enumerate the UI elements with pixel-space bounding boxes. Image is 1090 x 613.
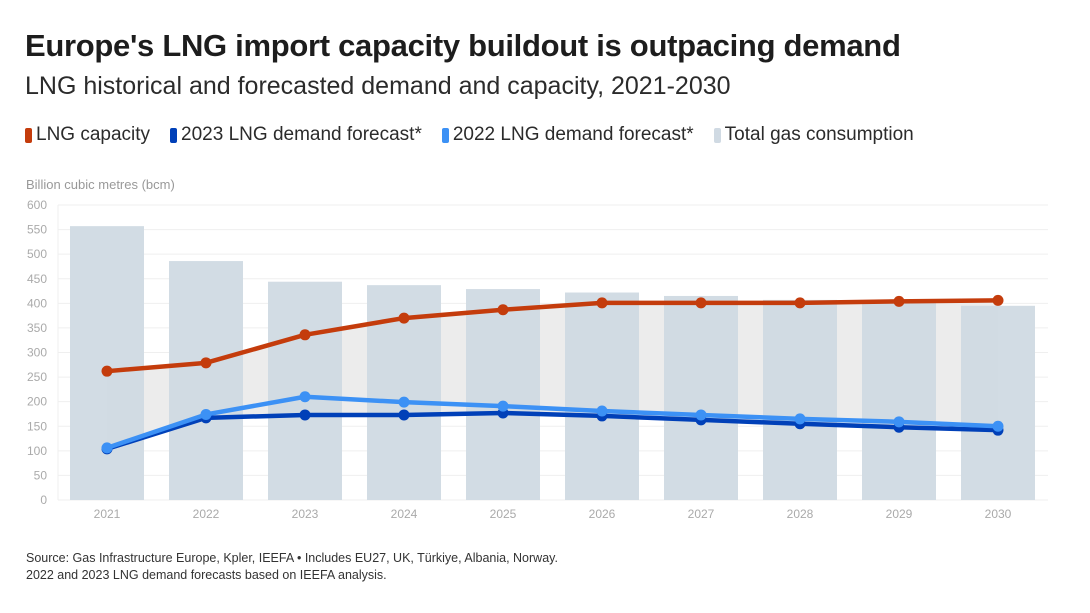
y-tick-label: 450	[27, 272, 47, 286]
point-lng-capacity	[200, 357, 212, 369]
y-tick-label: 50	[34, 468, 48, 482]
y-tick-label: 300	[27, 346, 47, 360]
line-2022-lng-demand-forecast	[104, 394, 1001, 451]
x-tick-label: 2025	[490, 507, 517, 521]
point-2022-lng-demand-forecast	[596, 405, 608, 417]
point-lng-capacity	[299, 329, 311, 341]
legend-item-2022-forecast[interactable]: 2022 LNG demand forecast*	[441, 124, 694, 146]
bar-total-gas-consumption	[862, 302, 936, 500]
x-tick-label: 2027	[688, 507, 715, 521]
legend-label: 2022 LNG demand forecast*	[452, 124, 694, 145]
bar-total-gas-consumption	[565, 292, 639, 500]
point-2022-lng-demand-forecast	[299, 391, 311, 403]
y-tick-label: 600	[27, 198, 47, 212]
x-tick-label: 2030	[985, 507, 1012, 521]
y-tick-label: 500	[27, 247, 47, 261]
legend-label: Total gas consumption	[724, 124, 914, 145]
point-2023-lng-demand-forecast	[299, 409, 311, 421]
point-2022-lng-demand-forecast	[200, 408, 212, 420]
source-note: Source: Gas Infrastructure Europe, Kpler…	[26, 551, 558, 565]
point-lng-capacity	[101, 365, 113, 377]
footer: Source: Gas Infrastructure Europe, Kpler…	[26, 550, 558, 584]
y-tick-label: 150	[27, 419, 47, 433]
bar-total-gas-consumption	[268, 281, 342, 500]
point-2022-lng-demand-forecast	[497, 400, 509, 412]
point-lng-capacity	[596, 297, 608, 309]
point-2022-lng-demand-forecast	[992, 420, 1004, 432]
point-2022-lng-demand-forecast	[101, 442, 113, 454]
y-tick-label: 400	[27, 296, 47, 310]
bar-total-gas-consumption	[763, 299, 837, 500]
y-tick-label: 100	[27, 444, 47, 458]
point-lng-capacity	[992, 294, 1004, 306]
legend-swatch-icon	[713, 127, 721, 143]
forecast-note: 2022 and 2023 LNG demand forecasts based…	[26, 568, 387, 582]
legend-swatch-icon	[170, 127, 178, 143]
legend-swatch-icon	[25, 127, 32, 143]
bar-total-gas-consumption	[466, 289, 540, 500]
x-tick-label: 2024	[391, 507, 418, 521]
point-lng-capacity	[497, 304, 509, 316]
bar-total-gas-consumption	[169, 261, 243, 500]
point-lng-capacity	[695, 297, 707, 309]
x-tick-label: 2022	[193, 507, 220, 521]
x-tick-label: 2026	[589, 507, 616, 521]
point-2022-lng-demand-forecast	[893, 416, 905, 428]
point-2022-lng-demand-forecast	[398, 396, 410, 408]
y-tick-label: 550	[27, 223, 47, 237]
y-axis-label: Billion cubic metres (bcm)	[26, 177, 175, 192]
point-2022-lng-demand-forecast	[695, 409, 707, 421]
chart-title: Europe's LNG import capacity buildout is…	[25, 28, 901, 63]
point-lng-capacity	[794, 297, 806, 309]
point-lng-capacity	[893, 295, 905, 307]
legend-item-2023-forecast[interactable]: 2023 LNG demand forecast*	[170, 124, 422, 146]
y-tick-label: 250	[27, 370, 47, 384]
legend-item-lng-capacity[interactable]: LNG capacity	[25, 124, 150, 146]
x-tick-label: 2029	[886, 507, 913, 521]
point-2023-lng-demand-forecast	[398, 409, 410, 421]
x-tick-label: 2028	[787, 507, 814, 521]
bar-total-gas-consumption	[664, 295, 738, 500]
legend-label: LNG capacity	[36, 124, 151, 145]
x-tick-label: 2023	[292, 507, 319, 521]
x-tick-label: 2021	[94, 507, 121, 521]
y-tick-label: 0	[40, 493, 47, 507]
legend-item-total-consumption[interactable]: Total gas consumption	[713, 124, 914, 146]
line-2023-lng-demand-forecast	[104, 410, 1001, 452]
legend-swatch-icon	[441, 127, 449, 143]
chart-subtitle: LNG historical and forecasted demand and…	[25, 72, 731, 100]
y-tick-label: 200	[27, 395, 47, 409]
point-2022-lng-demand-forecast	[794, 413, 806, 425]
bar-total-gas-consumption	[961, 305, 1035, 500]
line-lng-capacity	[104, 298, 1001, 374]
point-lng-capacity	[398, 312, 410, 324]
bar-total-gas-consumption	[70, 226, 144, 500]
legend-label: 2023 LNG demand forecast*	[181, 124, 422, 145]
y-tick-label: 350	[27, 321, 47, 335]
legend: LNG capacity 2023 LNG demand forecast* 2…	[25, 124, 914, 146]
